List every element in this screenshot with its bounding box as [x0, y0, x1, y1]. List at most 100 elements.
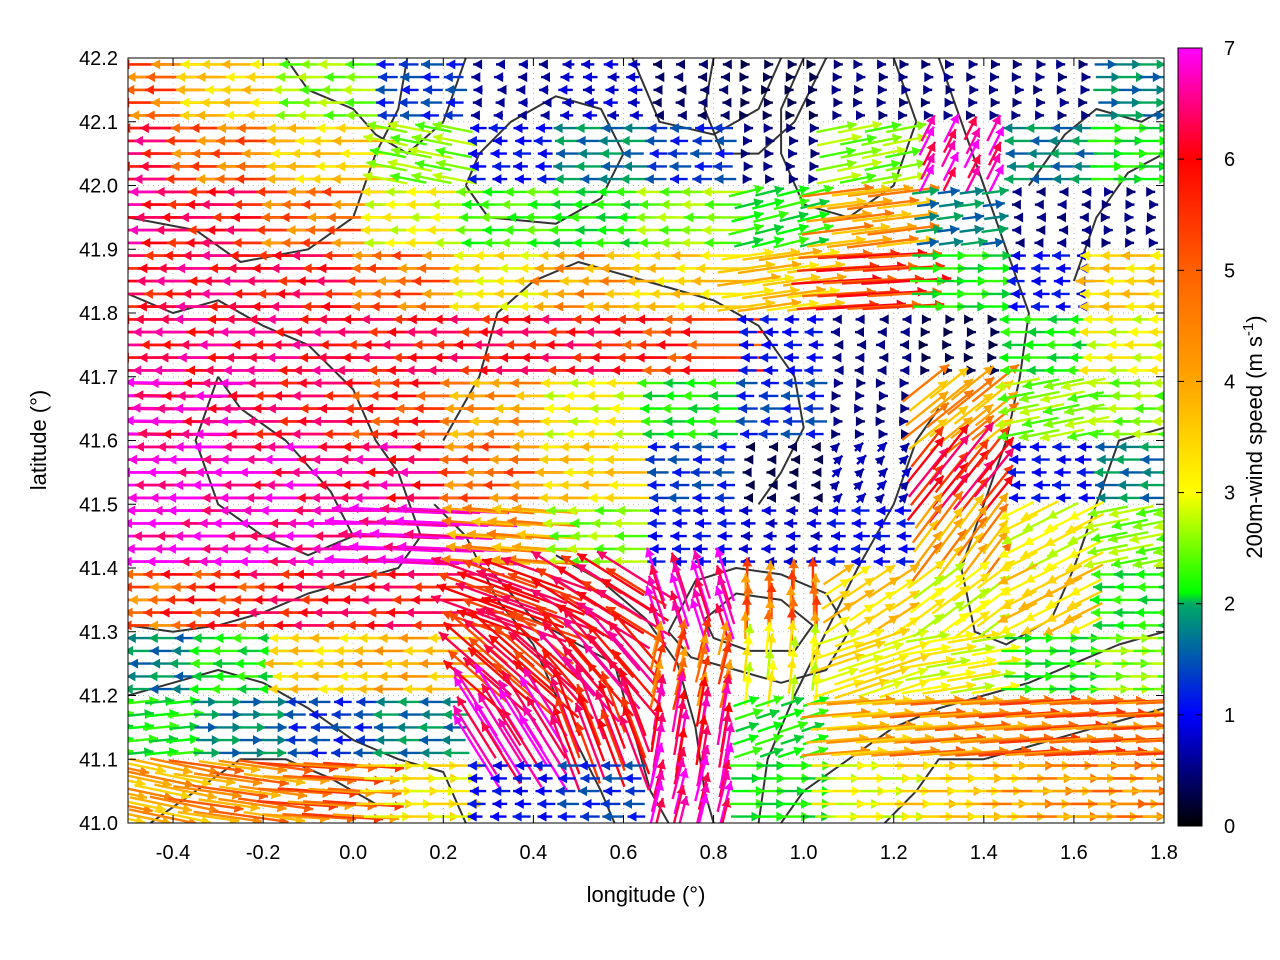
- wind-arrow-head: [317, 352, 327, 363]
- wind-arrow-head: [436, 159, 446, 169]
- wind-arrow-head: [334, 645, 344, 656]
- wind-arrow-head: [438, 572, 449, 582]
- wind-arrow-head: [830, 327, 840, 338]
- wind-arrow-head: [602, 811, 612, 822]
- wind-arrow-head: [661, 365, 671, 376]
- wind-arrow-head: [611, 327, 621, 338]
- wind-vector-cell: [738, 505, 823, 567]
- wind-arrow-head: [989, 110, 999, 121]
- wind-arrow-head: [201, 777, 212, 788]
- wind-arrow-head: [256, 186, 266, 197]
- wind-arrow-head: [654, 276, 664, 287]
- wind-arrow-head: [174, 671, 184, 682]
- wind-arrow-head: [655, 684, 666, 695]
- wind-arrow-head: [765, 560, 776, 570]
- wind-arrow-head: [603, 786, 613, 797]
- wind-vector-cell: [737, 314, 824, 376]
- wind-arrow-head: [899, 59, 909, 70]
- wind-arrow-head: [765, 174, 775, 185]
- wind-arrow-head: [945, 84, 955, 95]
- wind-arrow-head: [65, 442, 74, 452]
- wind-arrow-head: [1059, 97, 1069, 108]
- wind-arrow-head: [538, 59, 548, 70]
- wind-arrow-head: [717, 441, 727, 452]
- wind-arrow-head: [707, 378, 716, 389]
- wind-arrow-head: [457, 696, 467, 707]
- wind-arrow-head: [925, 126, 935, 137]
- wind-arrow-head: [358, 554, 369, 565]
- wind-arrow-head: [619, 677, 630, 688]
- wind-arrow-head: [248, 314, 258, 325]
- wind-arrow-head: [449, 263, 459, 274]
- wind-arrow-head: [655, 770, 665, 781]
- wind-arrow-head: [187, 225, 197, 236]
- wind-arrow-head: [647, 480, 657, 491]
- wind-arrow-head: [200, 288, 210, 299]
- wind-arrow-shaft: [213, 810, 289, 823]
- wind-arrow-head: [752, 746, 763, 756]
- wind-arrow-head: [353, 747, 363, 758]
- wind-arrow-head: [149, 454, 159, 465]
- wind-arrow-shaft: [620, 676, 651, 753]
- wind-arrow-head: [288, 684, 298, 695]
- wind-arrow-head: [162, 390, 172, 401]
- wind-arrow-head: [819, 210, 830, 221]
- wind-arrow-head: [515, 276, 525, 287]
- wind-arrow-head: [458, 212, 468, 223]
- wind-arrow-head: [104, 608, 113, 618]
- wind-arrow-head: [201, 454, 211, 465]
- wind-arrow-head: [699, 288, 709, 299]
- wind-arrow-head: [769, 441, 778, 452]
- wind-arrow-head: [315, 276, 325, 287]
- wind-arrow-shaft: [622, 705, 651, 775]
- wind-arrow-head: [622, 706, 632, 717]
- wind-arrow-head: [182, 803, 192, 814]
- wind-arrow-head: [846, 159, 857, 169]
- wind-arrow-head: [397, 263, 407, 274]
- wind-arrow-head: [692, 550, 702, 561]
- wind-arrow-head: [488, 635, 499, 645]
- wind-arrow-head: [155, 403, 165, 414]
- wind-arrow-head: [388, 390, 398, 401]
- wind-arrow-head: [157, 263, 167, 274]
- wind-arrow-head: [873, 556, 883, 567]
- wind-arrow-head: [622, 339, 631, 350]
- wind-arrow-head: [630, 250, 640, 261]
- wind-arrow-head: [650, 250, 660, 261]
- wind-arrow-head: [826, 518, 836, 529]
- wind-arrow-head: [146, 467, 156, 478]
- wind-arrow-head: [853, 97, 863, 108]
- wind-arrow-head: [945, 314, 955, 325]
- wind-arrow-head: [600, 263, 610, 274]
- wind-vector-cell: [128, 633, 197, 695]
- wind-arrow-head: [606, 568, 617, 578]
- wind-arrow-shaft: [128, 804, 153, 813]
- wind-arrow-head: [161, 212, 171, 223]
- wind-arrow-head: [916, 159, 926, 169]
- wind-arrow-head: [245, 72, 255, 83]
- wind-arrow-head: [537, 798, 547, 809]
- wind-arrow-head: [620, 237, 630, 248]
- wind-arrow-head: [369, 146, 380, 157]
- wind-arrow-head: [445, 97, 455, 108]
- wind-arrow-head: [231, 339, 241, 350]
- wind-arrow-head: [909, 590, 920, 600]
- wind-arrow-head: [493, 663, 504, 674]
- wind-arrow-shaft: [600, 577, 670, 622]
- wind-arrow-head: [638, 237, 648, 248]
- wind-arrow-head: [206, 352, 216, 363]
- wind-arrow-head: [194, 429, 204, 440]
- wind-arrow-head: [281, 199, 291, 210]
- wind-arrow-head: [363, 403, 373, 414]
- wind-arrow-shaft: [907, 447, 950, 498]
- wind-arrow-head: [833, 378, 843, 389]
- wind-arrow-head: [192, 441, 202, 452]
- wind-arrow-head: [575, 722, 585, 733]
- wind-arrow-head: [279, 378, 288, 389]
- wind-arrow-head: [978, 477, 989, 488]
- wind-arrow-head: [564, 339, 574, 350]
- wind-arrow-head: [600, 671, 610, 682]
- wind-arrow-head: [310, 722, 320, 733]
- wind-arrow-head: [744, 492, 753, 503]
- wind-arrow-head: [409, 378, 419, 389]
